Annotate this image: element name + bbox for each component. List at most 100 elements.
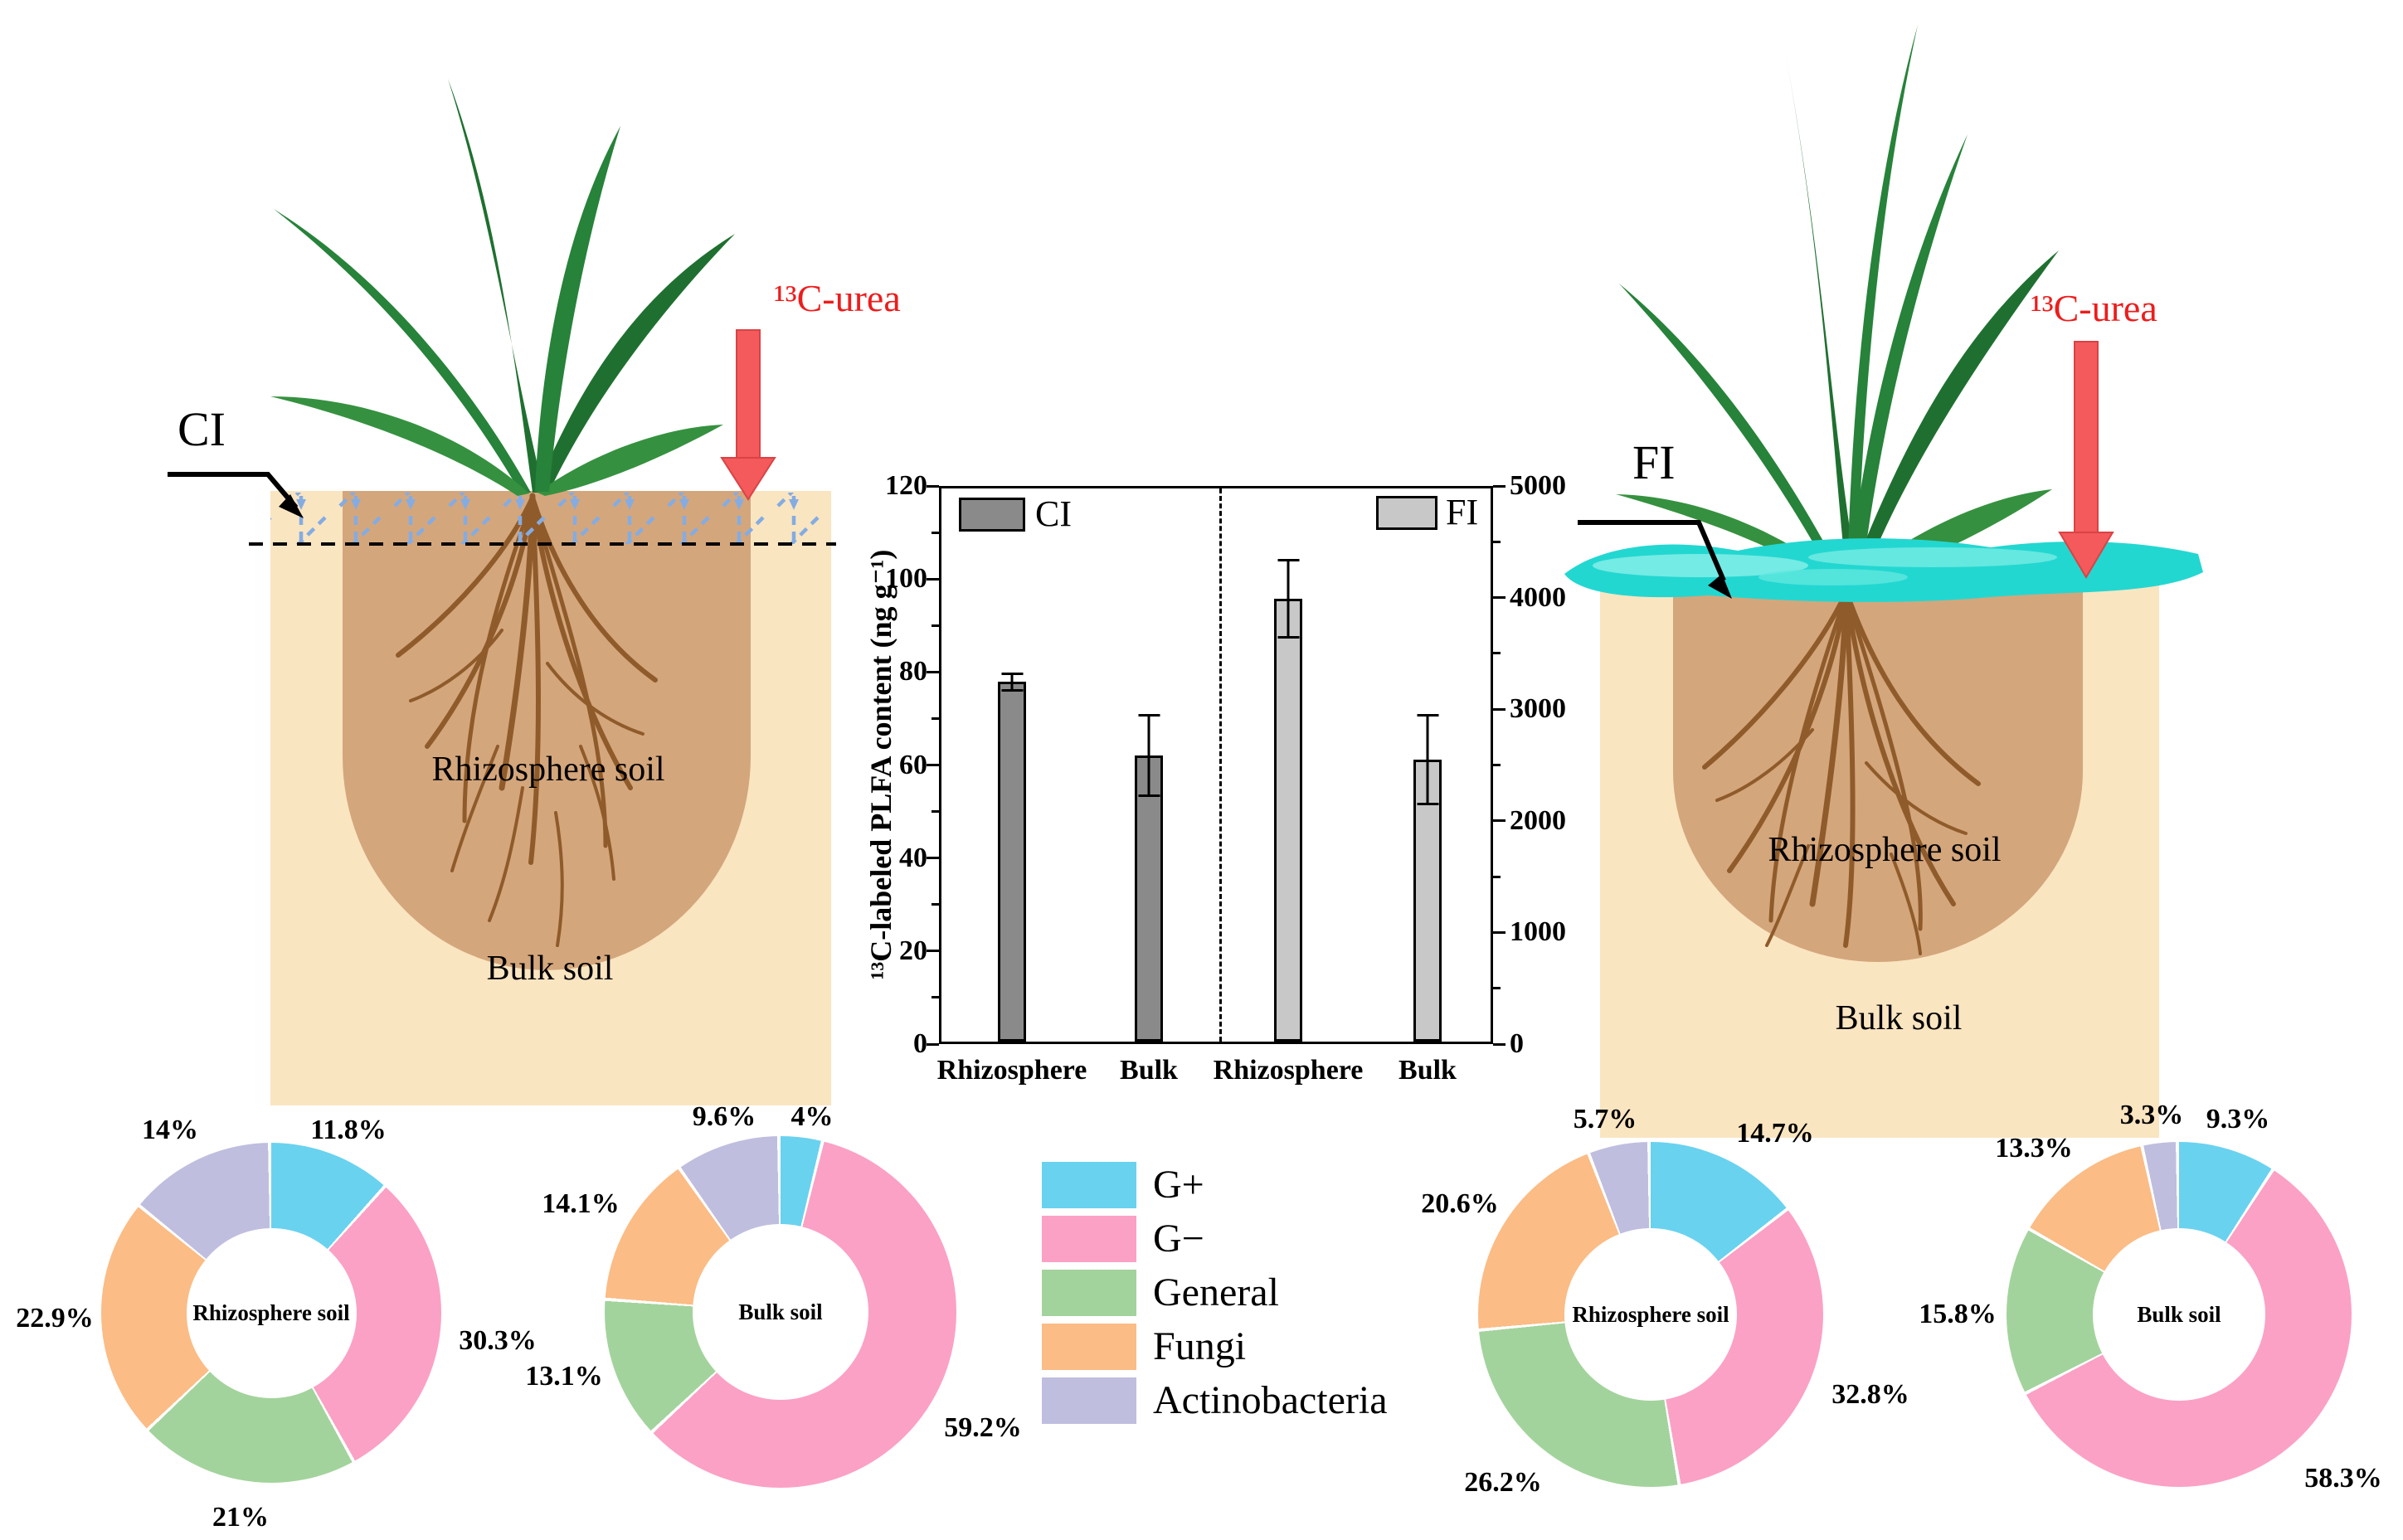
legend-swatch-g-plus — [1042, 1162, 1136, 1208]
axis-tick — [1493, 484, 1506, 488]
axis-tick — [932, 996, 939, 999]
donut-ci-rhizosphere: Rhizosphere soil — [101, 1143, 441, 1483]
percent-label: 14% — [142, 1115, 198, 1145]
legend-label-fungi: Fungi — [1153, 1324, 1247, 1368]
donut-center-label: Bulk soil — [738, 1299, 823, 1324]
percent-label: 9.6% — [692, 1101, 756, 1132]
percent-label: 14.7% — [1736, 1118, 1814, 1149]
axis-tick — [927, 857, 939, 860]
right-tick-label: 4000 — [1510, 582, 1566, 613]
rhizosphere-soil-label-ci: Rhizosphere soil — [431, 751, 665, 789]
rhizosphere-region-fi — [1673, 572, 2083, 962]
plfa-bar-chart — [939, 486, 1493, 1044]
legend-swatch-fungi — [1042, 1324, 1136, 1370]
right-tick-label: 0 — [1510, 1028, 1524, 1059]
percent-label: 5.7% — [1573, 1104, 1637, 1134]
percent-label: 4% — [790, 1101, 834, 1132]
legend-label-g-plus: G+ — [1153, 1163, 1204, 1207]
urea-label-ci: ¹³C-urea — [774, 277, 901, 319]
percent-label: 59.2% — [944, 1412, 1022, 1443]
donut-center-label: Bulk soil — [2137, 1301, 2221, 1327]
chart-divider-dashed — [1219, 488, 1222, 1042]
urea-arrow-ci — [720, 329, 776, 501]
axis-tick — [1493, 652, 1501, 655]
plant-fi — [1616, 25, 2059, 584]
donut-hole: Rhizosphere soil — [186, 1227, 357, 1398]
percent-label: 13.3% — [1995, 1133, 2073, 1164]
axis-tick — [932, 903, 939, 906]
axis-tick — [932, 810, 939, 814]
percent-label: 13.1% — [525, 1361, 603, 1392]
x-category-label: Rhizosphere — [936, 1055, 1087, 1086]
left-tick-label: 0 — [913, 1028, 927, 1059]
bulk-soil-label-fi: Bulk soil — [1835, 999, 1963, 1037]
urea-label-fi: ¹³C-urea — [2031, 287, 2157, 329]
left-tick-label: 60 — [899, 750, 927, 780]
percent-label: 32.8% — [1831, 1379, 1909, 1410]
axis-tick — [1493, 707, 1506, 711]
ci-treatment-label: CI — [178, 402, 226, 456]
error-bar — [1147, 714, 1150, 798]
rhizosphere-soil-label-fi: Rhizosphere soil — [1768, 831, 2002, 869]
roots-fi — [1702, 587, 1981, 955]
percent-label: 58.3% — [2304, 1463, 2382, 1494]
axis-tick — [1493, 987, 1501, 990]
axis-tick — [932, 624, 939, 627]
ci-legend-label: CI — [1035, 493, 1072, 534]
right-tick-label: 5000 — [1510, 470, 1566, 501]
urea-arrow-fi — [2058, 341, 2114, 579]
fi-legend-swatch — [1376, 496, 1437, 530]
percent-label: 14.1% — [542, 1188, 620, 1219]
percent-label: 9.3% — [2206, 1104, 2270, 1134]
error-bar — [1010, 673, 1014, 692]
error-bar — [1426, 714, 1429, 805]
axis-tick — [927, 577, 939, 581]
fi-legend-label: FI — [1446, 492, 1479, 532]
bar-rect — [998, 682, 1026, 1042]
legend-label-general: General — [1153, 1270, 1279, 1314]
right-tick-label: 1000 — [1510, 916, 1566, 947]
x-category-label: Bulk — [1120, 1055, 1178, 1086]
donut-center-label: Rhizosphere soil — [1572, 1301, 1729, 1327]
x-category-label: Rhizosphere — [1213, 1055, 1364, 1086]
donut-hole: Bulk soil — [2093, 1228, 2265, 1401]
percent-label: 15.8% — [1919, 1299, 1997, 1329]
ci-legend-swatch — [959, 498, 1025, 532]
axis-tick — [1493, 764, 1501, 766]
axis-tick — [1493, 819, 1506, 823]
donut-ci-bulk: Bulk soil — [605, 1136, 956, 1488]
axis-tick — [1493, 596, 1506, 600]
ci-callout-arrow — [168, 472, 304, 518]
roots-ci — [396, 493, 658, 947]
axis-tick — [932, 717, 939, 720]
plant-ci — [270, 79, 735, 496]
percent-label: 22.9% — [16, 1303, 94, 1334]
axis-tick — [927, 484, 939, 488]
left-tick-label: 20 — [899, 935, 927, 966]
axis-tick — [927, 950, 939, 953]
right-tick-label: 3000 — [1510, 693, 1566, 724]
fi-callout-arrow — [1578, 520, 1732, 599]
legend-label-actinobacteria: Actinobacteria — [1153, 1378, 1388, 1422]
percent-label: 3.3% — [2119, 1100, 2184, 1130]
axis-tick — [1493, 540, 1501, 543]
legend-label-g-minus: G− — [1153, 1217, 1204, 1261]
left-tick-label: 40 — [899, 843, 927, 873]
axis-tick — [927, 764, 939, 766]
donut-center-label: Rhizosphere soil — [192, 1300, 350, 1325]
percent-label: 30.3% — [459, 1325, 537, 1356]
axis-tick — [927, 1042, 939, 1046]
error-bar — [1287, 559, 1290, 639]
donut-hole: Bulk soil — [693, 1224, 868, 1400]
bar-rect — [1413, 759, 1442, 1042]
axis-tick — [932, 531, 939, 534]
bar-rect — [1274, 599, 1302, 1042]
axis-tick — [1493, 1042, 1506, 1046]
bulk-soil-label-ci: Bulk soil — [486, 950, 614, 988]
rhizosphere-region-ci — [343, 491, 751, 970]
percent-label: 11.8% — [310, 1115, 387, 1145]
axis-tick — [1493, 930, 1506, 934]
left-tick-label: 100 — [885, 563, 927, 594]
left-tick-label: 80 — [899, 656, 927, 687]
